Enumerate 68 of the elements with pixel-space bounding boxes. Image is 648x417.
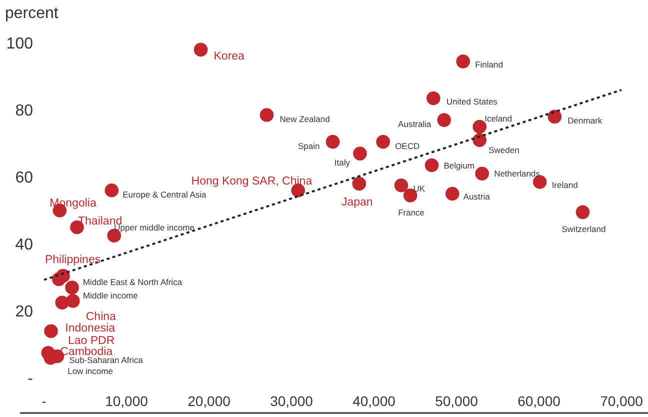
annotation: Belgium	[444, 160, 474, 170]
annotation: New Zealand	[280, 114, 330, 124]
point	[376, 134, 390, 149]
annotation: France	[398, 207, 425, 218]
point	[424, 158, 439, 172]
annotation: China	[86, 310, 117, 323]
annotation: Korea	[214, 50, 246, 63]
point	[475, 166, 489, 181]
point	[65, 280, 79, 294]
annotation: Austria	[463, 192, 490, 202]
y-tick-label: 20	[15, 304, 34, 321]
annotation: Low income	[68, 366, 114, 376]
point	[44, 324, 58, 338]
annotation: Indonesia	[65, 322, 116, 335]
annotation: Japan	[341, 196, 373, 209]
y-axis-title: percent	[5, 5, 59, 22]
y-tick-label: 80	[15, 102, 34, 120]
point	[194, 42, 208, 57]
annotation: Philippines	[44, 254, 101, 266]
annotation: United States	[446, 96, 498, 106]
point	[55, 296, 70, 310]
point	[394, 178, 408, 192]
y-tick-label: 60	[15, 170, 34, 187]
point	[472, 120, 487, 134]
y-tick-label: 100	[6, 36, 34, 53]
y-tick-label: 40	[15, 236, 34, 254]
annotation: Denmark	[568, 116, 603, 126]
x-tick-label: 30,000	[270, 392, 314, 409]
point	[576, 205, 590, 220]
point	[548, 110, 562, 124]
x-tick-label: 50,000	[435, 392, 478, 409]
x-tick-label: 10,000	[105, 392, 148, 409]
point	[52, 272, 66, 286]
annotation: OECD	[395, 140, 420, 151]
annotation: Sub-Saharan Africa	[69, 355, 144, 366]
point	[353, 146, 367, 160]
point	[445, 186, 460, 201]
point	[472, 133, 487, 148]
point	[426, 91, 440, 106]
point	[532, 175, 547, 189]
x-tick-label: 20,000	[188, 392, 231, 409]
annotation: UK	[413, 183, 426, 194]
annotation: Middle East & North Africa	[82, 277, 182, 288]
annotation: Australia	[398, 119, 432, 130]
annotation: Italy	[334, 158, 351, 168]
point	[326, 134, 340, 149]
point	[456, 54, 470, 68]
point	[260, 108, 274, 122]
annotation: Switzerland	[562, 224, 606, 234]
annotation: Europe & Central Asia	[122, 189, 207, 200]
x-tick-label: 60,000	[518, 392, 561, 409]
annotation: Ireland	[552, 180, 578, 190]
annotation: Sweden	[488, 145, 520, 156]
x-tick-label: -	[42, 392, 47, 409]
point	[104, 184, 119, 198]
x-tick-label: 40,000	[352, 392, 396, 409]
annotation: Finland	[475, 59, 504, 70]
annotation: Spain	[298, 140, 320, 151]
annotation: Hong Kong SAR, China	[191, 175, 313, 188]
annotation: Middle income	[83, 290, 138, 301]
annotation: Iceland	[484, 114, 512, 124]
annotation: Cambodia	[60, 346, 114, 358]
annotation: Lao PDR	[68, 335, 115, 348]
x-tick-label: 70,000	[600, 392, 644, 409]
point	[437, 113, 452, 127]
y-tick-label: -	[28, 370, 33, 388]
point	[352, 176, 366, 191]
annotation: Netherlands	[494, 168, 540, 179]
